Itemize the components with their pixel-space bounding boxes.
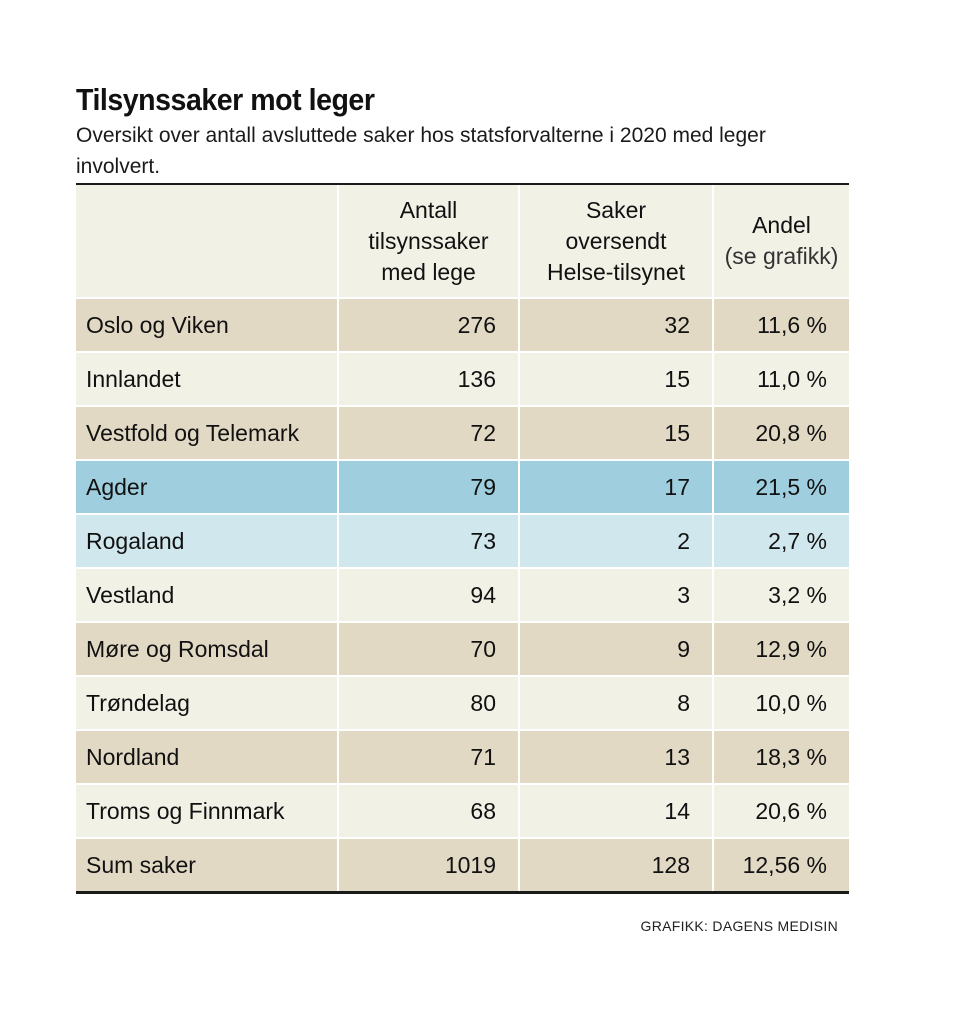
share-cell: 3,2 % — [713, 568, 849, 623]
region-cell: Oslo og Viken — [76, 298, 339, 353]
header-line: tilsynssaker — [368, 227, 489, 254]
sent-count-cell: 14 — [519, 784, 714, 839]
sent-count-cell: 17 — [519, 460, 714, 515]
share-cell: 2,7 % — [713, 514, 849, 569]
header-row: Antall tilsynssaker med lege Saker oversendt… — [76, 185, 849, 299]
table-row: Trøndelag 80 8 10,0 % — [76, 676, 849, 731]
data-table-container: Antall tilsynssaker med lege Saker oversendt… — [76, 183, 849, 894]
header-sent-to-helsetilsynet: Saker oversendt Helse-tilsynet — [519, 185, 714, 299]
table-row: Troms og Finnmark 68 14 20,6 % — [76, 784, 849, 839]
sent-count-cell: 3 — [519, 568, 714, 623]
case-count-cell: 68 — [338, 784, 520, 839]
share-cell: 10,0 % — [713, 676, 849, 731]
chart-title: Tilsynssaker mot leger — [76, 82, 375, 117]
share-cell: 18,3 % — [713, 730, 849, 785]
header-case-count: Antall tilsynssaker med lege — [338, 185, 520, 299]
sent-count-cell: 32 — [519, 298, 714, 353]
case-count-cell: 72 — [338, 406, 520, 461]
region-cell: Innlandet — [76, 352, 339, 407]
region-cell: Rogaland — [76, 514, 339, 569]
header-line: Antall — [399, 196, 458, 223]
region-cell: Vestland — [76, 568, 339, 623]
table-body: Oslo og Viken 276 32 11,6 % Innlandet 136 15 11… — [76, 298, 849, 891]
sent-count-cell: 2 — [519, 514, 714, 569]
case-count-cell: 70 — [338, 622, 520, 677]
table-row: Rogaland 73 2 2,7 % — [76, 514, 849, 569]
table-row: Vestfold og Telemark 72 15 20,8 % — [76, 406, 849, 461]
case-count-cell: 136 — [338, 352, 520, 407]
region-cell: Vestfold og Telemark — [76, 406, 339, 461]
table-row: Oslo og Viken 276 32 11,6 % — [76, 298, 849, 353]
table-row: Møre og Romsdal 70 9 12,9 % — [76, 622, 849, 677]
header-share: Andel (se grafikk) — [713, 185, 849, 299]
case-count-cell: 276 — [338, 298, 520, 353]
case-count-cell: 73 — [338, 514, 520, 569]
share-cell: 21,5 % — [713, 460, 849, 515]
header-line: Helse-tilsynet — [546, 258, 686, 285]
region-cell: Troms og Finnmark — [76, 784, 339, 839]
region-cell: Møre og Romsdal — [76, 622, 339, 677]
header-line: Andel — [752, 212, 811, 238]
region-cell: Nordland — [76, 730, 339, 785]
sent-count-cell: 15 — [519, 352, 714, 407]
share-cell: 12,9 % — [713, 622, 849, 677]
table-row: Agder 79 17 21,5 % — [76, 460, 849, 515]
header-region — [76, 185, 339, 299]
case-count-cell: 80 — [338, 676, 520, 731]
chart-subtitle: Oversikt over antall avsluttede saker ho… — [76, 124, 766, 178]
sent-count-cell: 128 — [519, 838, 714, 891]
table-row: Nordland 71 13 18,3 % — [76, 730, 849, 785]
total-row: Sum saker 1019 128 12,56 % — [76, 838, 849, 891]
share-cell: 12,56 % — [713, 838, 849, 891]
header-line: med lege — [381, 258, 476, 285]
data-table: Antall tilsynssaker med lege Saker oversendt… — [76, 185, 849, 891]
sent-count-cell: 9 — [519, 622, 714, 677]
header-line: (se grafikk) — [724, 243, 839, 269]
graphic-credit: GRAFIKK: DAGENS MEDISIN — [640, 918, 838, 934]
header-line: oversendt — [565, 227, 667, 254]
share-cell: 11,6 % — [713, 298, 849, 353]
region-cell: Trøndelag — [76, 676, 339, 731]
sent-count-cell: 8 — [519, 676, 714, 731]
table-row: Vestland 94 3 3,2 % — [76, 568, 849, 623]
table-row: Innlandet 136 15 11,0 % — [76, 352, 849, 407]
share-cell: 20,8 % — [713, 406, 849, 461]
sent-count-cell: 15 — [519, 406, 714, 461]
case-count-cell: 71 — [338, 730, 520, 785]
share-cell: 11,0 % — [713, 352, 849, 407]
share-cell: 20,6 % — [713, 784, 849, 839]
region-cell: Agder — [76, 460, 339, 515]
case-count-cell: 94 — [338, 568, 520, 623]
header-line: Saker — [585, 196, 647, 223]
sent-count-cell: 13 — [519, 730, 714, 785]
case-count-cell: 79 — [338, 460, 520, 515]
region-cell: Sum saker — [76, 838, 339, 891]
table-header: Antall tilsynssaker med lege Saker oversendt… — [76, 185, 849, 299]
case-count-cell: 1019 — [338, 838, 520, 891]
